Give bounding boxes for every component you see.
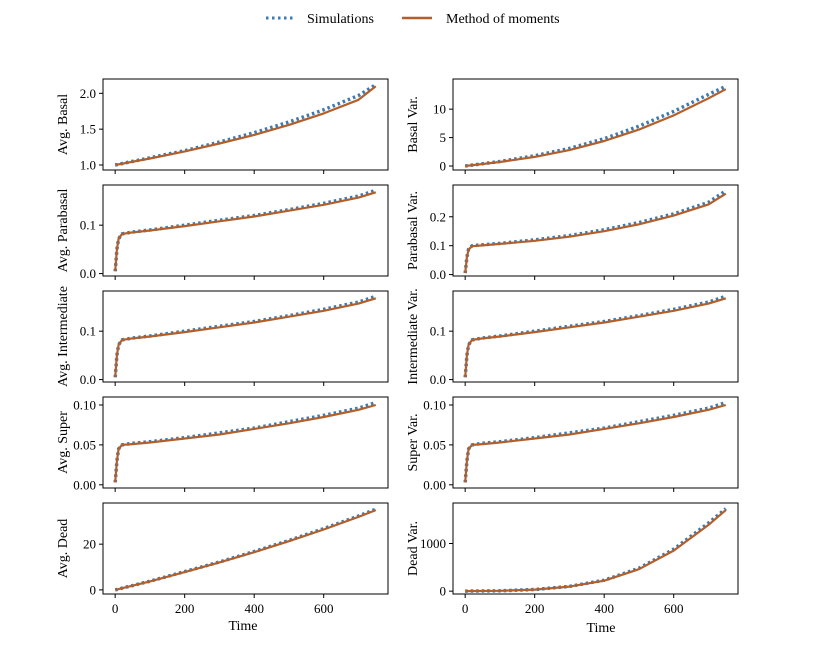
y-axis-label: Basal Var. xyxy=(406,96,421,153)
y-tick-label: 1000 xyxy=(420,536,446,551)
x-tick-label: 200 xyxy=(525,601,545,616)
y-tick-label: 0.0 xyxy=(430,267,446,282)
subplot-grid: 1.0 1.5 2.0 Avg. Basal 0 5 10 Basal Var. 0.0 0.1 A… xyxy=(56,78,739,616)
y-tick-label: 0.0 xyxy=(430,372,446,387)
y-axis-label: Avg. Dead xyxy=(56,519,71,579)
y-tick-label: 0.00 xyxy=(423,477,446,492)
x-tick-label: 0 xyxy=(462,601,469,616)
method-of-moments-line xyxy=(114,509,377,591)
x-tick-label: 600 xyxy=(314,601,334,616)
y-tick-label: 0.0 xyxy=(80,372,96,387)
y-tick-label: 0.10 xyxy=(73,397,96,412)
y-tick-label: 0.1 xyxy=(80,218,96,233)
simulations-line xyxy=(114,507,377,592)
y-axis-label: Intermediate Var. xyxy=(406,288,421,384)
y-tick-label: 20 xyxy=(83,537,96,552)
panel-5: 0.0 0.1 Avg. Intermediate xyxy=(56,286,389,387)
y-tick-label: 0 xyxy=(440,584,447,599)
y-tick-label: 0.0 xyxy=(80,266,96,281)
y-tick-label: 0.05 xyxy=(423,437,446,452)
y-axis-label: Super Var. xyxy=(406,413,421,471)
panel-frame xyxy=(452,184,739,277)
method-of-moments-line xyxy=(465,509,727,593)
method-of-moments-line xyxy=(465,88,727,168)
method-of-moments-line xyxy=(114,191,377,272)
y-tick-label: 0.00 xyxy=(73,477,96,492)
y-axis-label: Avg. Parabasal xyxy=(56,189,71,273)
y-tick-label: 0.10 xyxy=(423,397,446,412)
simulations-line xyxy=(464,84,727,168)
x-tick-label: 400 xyxy=(244,601,264,616)
y-axis-label: Avg. Super xyxy=(56,411,71,474)
y-tick-label: 5 xyxy=(440,130,447,145)
simulations-line xyxy=(113,294,377,378)
y-axis-label: Avg. Basal xyxy=(56,94,71,155)
panel-frame xyxy=(452,396,739,489)
y-tick-label: 0.05 xyxy=(73,437,96,452)
legend-method-of-moments-label: Method of moments xyxy=(446,12,560,27)
simulations-line xyxy=(463,294,727,378)
y-axis-label: Parabasal Var. xyxy=(406,191,421,270)
panel-1: 1.0 1.5 2.0 Avg. Basal xyxy=(56,78,389,174)
x-tick-label: 200 xyxy=(175,601,195,616)
panel-frame xyxy=(102,78,389,171)
panel-frame xyxy=(102,396,389,489)
legend-simulations-label: Simulations xyxy=(307,12,374,27)
y-tick-label: 0.2 xyxy=(430,209,446,224)
y-tick-label: 0.1 xyxy=(430,238,446,253)
panel-frame xyxy=(102,290,389,383)
y-tick-label: 0 xyxy=(90,582,97,597)
method-of-moments-line xyxy=(464,403,727,483)
panel-6: 0.0 0.1 Intermediate Var. xyxy=(406,288,739,387)
panel-frame xyxy=(452,502,739,595)
x-axis-label-right: Time xyxy=(586,621,615,636)
panel-4: 0.0 0.1 0.2 Parabasal Var. xyxy=(406,184,739,282)
y-tick-label: 0 xyxy=(440,159,447,174)
y-axis-label: Dead Var. xyxy=(406,521,421,576)
method-of-moments-line xyxy=(114,403,377,483)
panel-frame xyxy=(452,78,739,171)
panel-3: 0.0 0.1 Avg. Parabasal xyxy=(56,184,389,281)
y-tick-label: 0.1 xyxy=(430,324,446,339)
simulations-line xyxy=(114,83,377,167)
method-of-moments-line xyxy=(464,297,727,378)
panel-frame xyxy=(102,184,389,277)
panel-frame xyxy=(102,502,389,595)
panel-2: 0 5 10 Basal Var. xyxy=(406,78,739,174)
y-tick-label: 1.0 xyxy=(80,157,96,172)
method-of-moments-line xyxy=(114,297,377,378)
x-tick-label: 600 xyxy=(664,601,684,616)
method-of-moments-line xyxy=(464,192,727,274)
legend: Simulations Method of moments xyxy=(266,12,560,27)
simulations-line xyxy=(465,507,727,593)
y-tick-label: 1.5 xyxy=(80,122,96,137)
x-tick-label: 400 xyxy=(594,601,614,616)
y-tick-label: 2.0 xyxy=(80,86,96,101)
method-of-moments-line xyxy=(114,85,377,167)
panel-frame xyxy=(452,290,739,383)
y-tick-label: 0.1 xyxy=(80,324,96,339)
simulations-line xyxy=(113,188,377,272)
x-tick-label: 0 xyxy=(112,601,119,616)
y-tick-label: 10 xyxy=(433,102,446,117)
y-axis-label: Avg. Intermediate xyxy=(56,286,71,387)
x-axis-label-left: Time xyxy=(228,619,257,634)
panel-10: 0 1000 0 200 400 600 Dead Var. xyxy=(406,502,739,616)
